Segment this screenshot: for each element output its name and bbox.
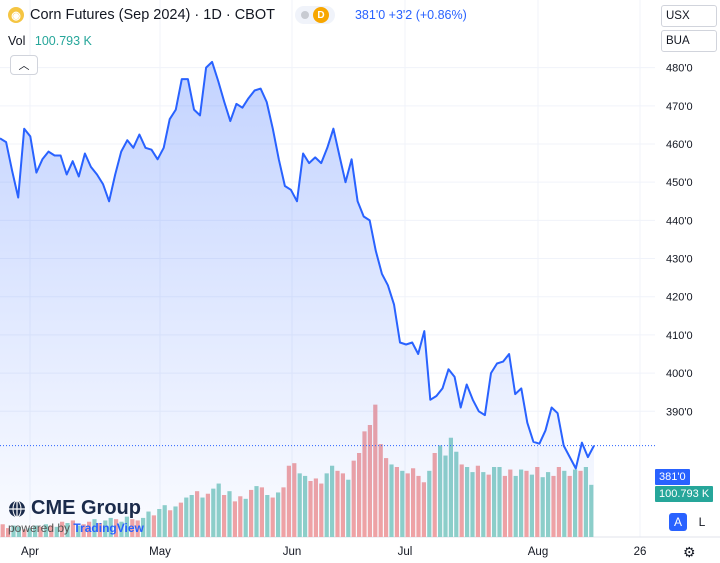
y-tick-label: 430'0 — [666, 254, 693, 266]
status-dot-icon — [300, 11, 309, 19]
tradingview-label: TradingView — [73, 521, 144, 535]
volume-legend: Vol 100.793 K — [8, 34, 92, 48]
cme-logo[interactable]: CME Group powered by TradingView — [8, 497, 144, 535]
price-area — [0, 61, 594, 538]
x-tick-label: Apr — [21, 546, 39, 558]
y-tick-label: 440'0 — [666, 215, 693, 227]
y-tick-label: 480'0 — [666, 63, 693, 75]
log-scale-button[interactable]: L — [693, 513, 711, 531]
price-line — [0, 60, 595, 470]
current-price-tag: 381'0 — [655, 469, 690, 485]
y-tick-label: 450'0 — [666, 177, 693, 189]
y-tick-label: 420'0 — [666, 292, 693, 304]
x-tick-label: May — [149, 546, 171, 558]
y-tick-label: 460'0 — [666, 139, 693, 151]
collapse-legend-button[interactable]: ︿ — [10, 55, 38, 75]
x-tick-label: Jul — [398, 546, 413, 558]
auto-scale-button[interactable]: A — [669, 513, 687, 531]
y-tick-label: 400'0 — [666, 368, 693, 380]
market-status-pill[interactable]: D — [294, 6, 335, 24]
unit-select[interactable]: BUA — [661, 30, 717, 52]
price-change: 381'0 +3'2 (+0.86%) — [354, 8, 467, 22]
x-tick-label: 26 — [634, 546, 647, 558]
cme-logo-text: CME Group — [31, 497, 141, 519]
delayed-badge: D — [312, 7, 329, 23]
settings-gear-icon[interactable]: ⚙ — [683, 544, 696, 560]
symbol-title[interactable]: Corn Futures (Sep 2024) · 1D · CBOT — [30, 7, 275, 23]
x-tick-label: Jun — [283, 546, 302, 558]
y-tick-label: 390'0 — [666, 406, 693, 418]
powered-by-label: powered by — [8, 521, 71, 535]
y-tick-label: 470'0 — [666, 101, 693, 113]
volume-tag: 100.793 K — [655, 486, 714, 502]
corn-coin-icon[interactable]: ◉ — [8, 7, 24, 23]
volume-label: Vol — [8, 34, 26, 48]
cme-globe-icon — [9, 500, 25, 517]
y-tick-label: 410'0 — [666, 330, 693, 342]
currency-select[interactable]: USX — [661, 5, 717, 27]
chart-header: ◉ Corn Futures (Sep 2024) · 1D · CBOT D … — [8, 6, 467, 24]
volume-value: 100.793 K — [34, 34, 92, 48]
x-tick-label: Aug — [528, 546, 548, 558]
chevron-up-icon: ︿ — [18, 60, 30, 72]
